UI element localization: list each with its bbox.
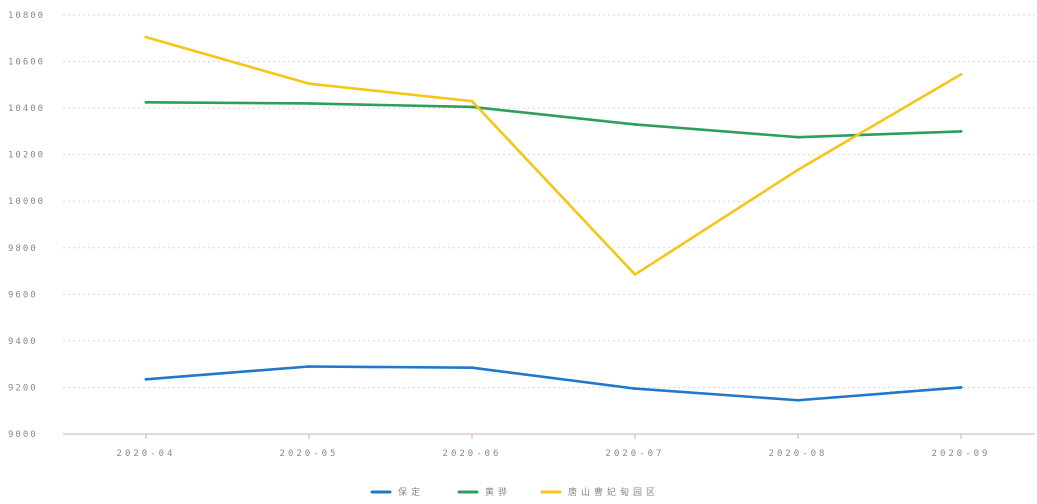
y-tick-label: 10600 (8, 58, 45, 68)
y-tick-label: 9000 (8, 430, 38, 440)
x-tick-label: 2020-08 (769, 449, 828, 459)
y-tick-label: 10200 (8, 151, 45, 161)
axis-layer: 9000 9200 9400 9600 9800 10000 10200 10400 10600… (8, 11, 1035, 459)
data-point[interactable] (796, 168, 800, 172)
data-point[interactable] (470, 105, 474, 109)
data-point[interactable] (144, 377, 148, 381)
legend-label: 保定 (398, 486, 424, 498)
data-point[interactable] (470, 366, 474, 370)
data-point[interactable] (144, 100, 148, 104)
y-tick-label: 9200 (8, 383, 38, 393)
legend-item-0[interactable]: 保定 (370, 486, 424, 498)
data-point[interactable] (470, 99, 474, 103)
x-tick-label: 2020-05 (280, 449, 339, 459)
x-tick-label: 2020-09 (932, 449, 991, 459)
y-tick-label: 10800 (8, 11, 45, 21)
legend-label: 黄骅 (485, 486, 511, 498)
data-point[interactable] (959, 129, 963, 133)
data-point[interactable] (633, 387, 637, 391)
series-line-1[interactable] (144, 100, 963, 139)
series-line-0[interactable] (144, 365, 963, 402)
data-point[interactable] (144, 35, 148, 39)
y-tick-label: 10000 (8, 197, 45, 207)
legend-item-1[interactable]: 黄骅 (457, 486, 511, 498)
data-point[interactable] (796, 398, 800, 402)
x-tick-label: 2020-07 (606, 449, 665, 459)
x-tick-label: 2020-04 (117, 449, 176, 459)
data-point[interactable] (959, 72, 963, 76)
y-tick-label: 9800 (8, 244, 38, 254)
y-tick-label: 10400 (8, 104, 45, 114)
series-layer (144, 35, 963, 402)
grid-layer (63, 14, 1035, 388)
data-point[interactable] (796, 135, 800, 139)
y-tick-label: 9600 (8, 290, 38, 300)
y-tick-label: 9400 (8, 337, 38, 347)
data-point[interactable] (633, 273, 637, 276)
legend-item-2[interactable]: 唐山曹妃甸园区 (540, 486, 659, 498)
x-tick-label: 2020-06 (443, 449, 502, 459)
data-point[interactable] (959, 386, 963, 389)
data-point[interactable] (307, 102, 311, 105)
data-point[interactable] (633, 123, 637, 126)
data-point[interactable] (307, 365, 311, 368)
legend-label: 唐山曹妃甸园区 (568, 486, 659, 498)
legend[interactable]: 保定 黄骅 唐山曹妃甸园区 (370, 486, 659, 498)
data-point[interactable] (307, 82, 311, 86)
series-line-2[interactable] (144, 35, 963, 276)
